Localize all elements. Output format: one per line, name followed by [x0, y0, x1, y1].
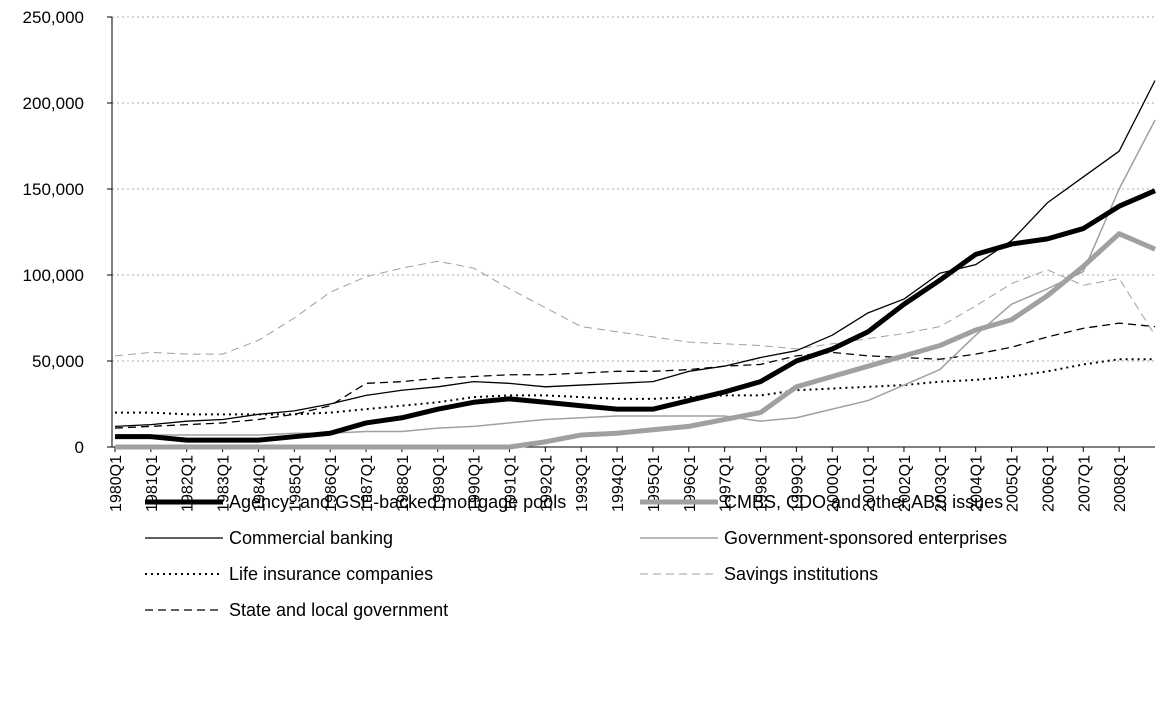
x-tick-label: 1997Q1	[718, 455, 735, 512]
x-tick-label: 2000Q1	[825, 455, 842, 512]
legend-label: Commercial banking	[229, 528, 393, 548]
x-tick-label: 1983Q1	[216, 455, 233, 512]
legend-label: State and local government	[229, 600, 448, 620]
x-tick-label: 1985Q1	[287, 455, 304, 512]
x-tick-label: 2007Q1	[1076, 455, 1093, 512]
series-line	[115, 119, 1156, 436]
x-tick-label: 2008Q1	[1112, 455, 1129, 512]
x-tick-label: 2001Q1	[861, 455, 878, 512]
x-tick-label: 1987Q1	[359, 455, 376, 512]
x-tick-label: 1992Q1	[538, 455, 555, 512]
x-tick-label: 1994Q1	[610, 455, 627, 512]
x-tick-label: 1998Q1	[754, 455, 771, 512]
x-tick-label: 1982Q1	[180, 455, 197, 512]
x-tick-label: 1984Q1	[251, 455, 268, 512]
y-tick-label: 150,000	[23, 180, 84, 199]
x-tick-label: 1981Q1	[144, 455, 161, 512]
legend-label: Agency- and GSE-backed mortgage pools	[229, 492, 566, 512]
legend-label: Government-sponsored enterprises	[724, 528, 1007, 548]
y-tick-label: 50,000	[32, 352, 84, 371]
x-tick-label: 1999Q1	[789, 455, 806, 512]
x-tick-label: 1980Q1	[108, 455, 125, 512]
series-line	[114, 80, 1156, 428]
x-tick-label: 2006Q1	[1040, 455, 1057, 512]
y-tick-label: 100,000	[23, 266, 84, 285]
series-line	[114, 322, 1156, 429]
x-tick-label: 2003Q1	[933, 455, 950, 512]
x-tick-label: 2004Q1	[969, 455, 986, 512]
x-tick-label: 1986Q1	[323, 455, 340, 512]
x-tick-label: 1988Q1	[395, 455, 412, 512]
series-line	[115, 231, 1156, 450]
legend-label: Savings institutions	[724, 564, 878, 584]
x-tick-label: 1995Q1	[646, 455, 663, 512]
legend-label: Life insurance companies	[229, 564, 433, 584]
y-tick-label: 200,000	[23, 94, 84, 113]
series-line	[114, 260, 1156, 357]
legend-label: CMBS, CDO and other ABS issues	[724, 492, 1003, 512]
x-tick-label: 1996Q1	[682, 455, 699, 512]
y-tick-label: 250,000	[23, 8, 84, 27]
series-line	[115, 188, 1156, 443]
x-tick-label: 1991Q1	[502, 455, 519, 512]
x-tick-label: 1990Q1	[467, 455, 484, 512]
y-tick-label: 0	[75, 438, 84, 457]
x-tick-label: 1989Q1	[431, 455, 448, 512]
x-tick-label: 2005Q1	[1005, 455, 1022, 512]
x-tick-label: 2002Q1	[897, 455, 914, 512]
x-tick-label: 1993Q1	[574, 455, 591, 512]
series-line	[115, 358, 1155, 416]
